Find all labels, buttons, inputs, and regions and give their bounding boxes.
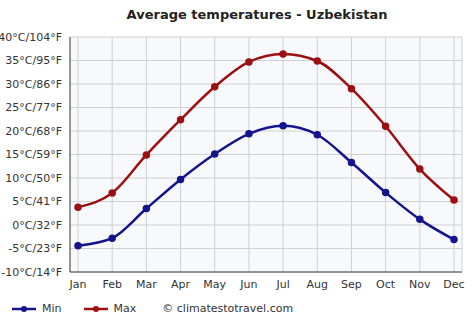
svg-text:10°C/50°F: 10°C/50°F	[8, 172, 62, 185]
svg-text:Apr: Apr	[171, 278, 191, 291]
svg-text:35°C/95°F: 35°C/95°F	[8, 54, 62, 67]
html-text:Min: Min	[42, 302, 62, 315]
svg-text:Nov: Nov	[409, 278, 431, 291]
svg-text:Dec: Dec	[443, 278, 464, 291]
svg-text:Mar: Mar	[136, 278, 157, 291]
svg-text:Jan: Jan	[69, 278, 87, 291]
html-text:Average temperatures - Uzbekis: Average temperatures - Uzbekistan	[126, 7, 388, 22]
svg-text:Aug: Aug	[307, 278, 328, 291]
svg-text:40°C/104°F: 40°C/104°F	[8, 31, 62, 44]
svg-text:30°C/86°F: 30°C/86°F	[8, 78, 62, 91]
svg-text:20°C/68°F: 20°C/68°F	[8, 125, 62, 138]
svg-text:15°C/59°F: 15°C/59°F	[8, 148, 62, 161]
html-text:© climatestotravel.com: © climatestotravel.com	[162, 302, 294, 315]
svg-text:0°C/32°F: 0°C/32°F	[12, 219, 62, 232]
svg-text:Jun: Jun	[239, 278, 257, 291]
html-text:Max: Max	[113, 302, 137, 315]
svg-text:Feb: Feb	[102, 278, 121, 291]
svg-text:25°C/77°F: 25°C/77°F	[8, 101, 62, 114]
svg-text:-10°C/14°F: -10°C/14°F	[8, 266, 62, 279]
svg-text:May: May	[203, 278, 226, 291]
svg-text:Oct: Oct	[376, 278, 396, 291]
svg-text:-5°C/23°F: -5°C/23°F	[8, 242, 62, 255]
svg-text:Jul: Jul	[275, 278, 289, 291]
svg-text:5°C/41°F: 5°C/41°F	[12, 195, 62, 208]
svg-text:Sep: Sep	[341, 278, 362, 291]
